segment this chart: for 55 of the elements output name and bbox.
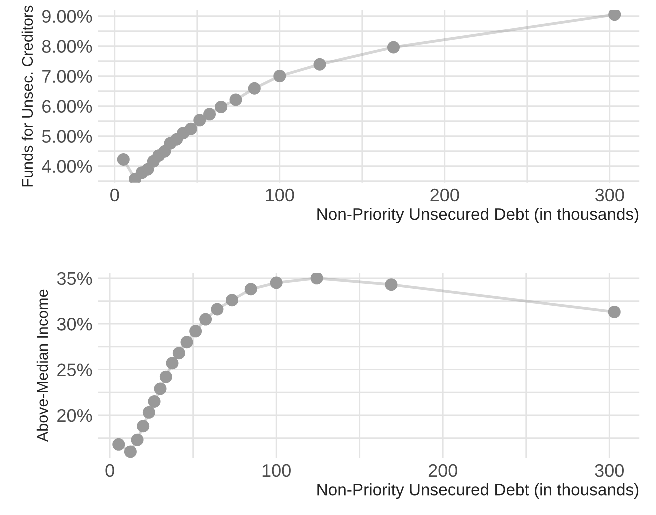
point [158, 145, 172, 158]
point [131, 434, 144, 446]
x-tick-label: 100 [262, 464, 291, 478]
y-tick-label: 8.00% [42, 40, 92, 54]
point [148, 395, 161, 408]
point [184, 122, 198, 136]
point [211, 303, 224, 316]
x-axis-title: Non-Priority Unsecured Debt (in thousands) [318, 208, 639, 224]
point [142, 406, 156, 419]
point [230, 94, 242, 106]
point [160, 370, 172, 384]
point [142, 163, 154, 176]
y-tick-label: 20% [58, 409, 92, 422]
point [124, 446, 137, 458]
point [215, 100, 228, 114]
point [112, 438, 126, 451]
point [226, 294, 239, 307]
point [270, 276, 283, 290]
point [190, 325, 202, 338]
point [244, 283, 258, 296]
y-tick-label: 5.00% [42, 130, 92, 144]
y-tick-label: 6.00% [42, 100, 92, 114]
point [172, 347, 186, 360]
point [248, 82, 261, 95]
x-tick-label: 0 [106, 464, 114, 478]
point [274, 70, 286, 83]
x-tick-label: 0 [110, 188, 120, 202]
y-axis-title: Above-Median Income [36, 290, 48, 442]
y-tick-label: 35% [57, 272, 92, 286]
x-tick-label: 200 [430, 188, 460, 202]
y-tick-label: 9.00% [42, 10, 92, 24]
y-tick-label: 4.00% [42, 160, 92, 174]
x-axis-title: Non-Priority Unsecured Debt (in thousands) [318, 484, 639, 500]
point [117, 153, 130, 166]
point [608, 10, 622, 22]
x-tick-label: 300 [596, 188, 624, 202]
y-tick-label: 7.00% [42, 70, 92, 84]
point [388, 41, 400, 54]
point [137, 420, 150, 433]
point [166, 357, 179, 370]
point [204, 108, 216, 121]
y-axis-title: Funds for Unsec. Creditors [22, 6, 34, 187]
point [154, 382, 167, 396]
y-tick-label: 25% [58, 364, 92, 376]
x-tick-label: 300 [595, 464, 624, 478]
point [314, 58, 326, 71]
x-tick-label: 200 [428, 464, 458, 478]
point [194, 114, 206, 127]
x-tick-label: 100 [266, 188, 294, 202]
point [200, 313, 212, 326]
y-tick-label: 30% [57, 318, 92, 331]
point [608, 306, 621, 318]
point [310, 272, 324, 285]
point [180, 336, 194, 349]
point [385, 278, 398, 292]
